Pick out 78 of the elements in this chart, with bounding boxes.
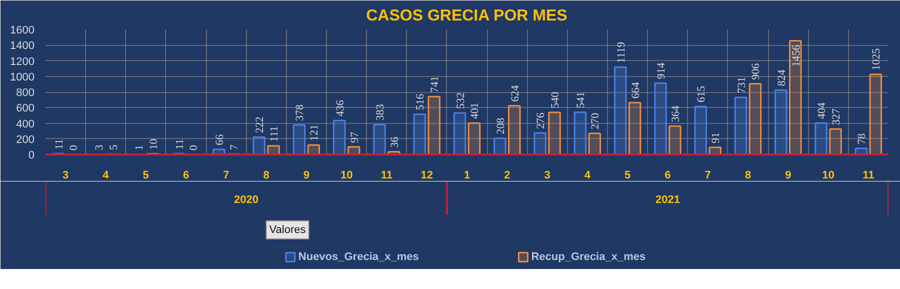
data-label: 516	[414, 93, 427, 110]
y-tick-label: 1000	[10, 71, 35, 84]
data-label: 327	[830, 108, 843, 125]
data-label: 541	[575, 92, 588, 108]
data-label: 364	[670, 105, 682, 122]
data-label: 11	[174, 139, 186, 150]
data-label: 121	[308, 124, 321, 142]
y-tick-label: 1600	[10, 24, 35, 36]
data-label: 436	[334, 99, 346, 116]
text: Valores	[269, 224, 306, 236]
data-label: 824	[776, 69, 788, 86]
data-label: 276	[535, 112, 548, 129]
data-label: 664	[630, 82, 642, 99]
x-tick-label: 10	[340, 170, 353, 182]
data-label: 741	[429, 76, 442, 93]
data-label: 914	[655, 62, 668, 80]
x-tick-label: 7	[223, 170, 230, 182]
data-label: 270	[590, 112, 602, 130]
y-tick-label: 1400	[10, 40, 35, 52]
x-tick-label: 6	[664, 170, 671, 182]
y-tick-label: 400	[16, 118, 35, 130]
x-tick-label: 4	[102, 170, 110, 182]
data-label: 10	[148, 138, 160, 150]
data-label: 0	[188, 144, 200, 150]
data-label: 1119	[615, 41, 628, 64]
x-tick-label: 9	[785, 170, 792, 182]
text: 2020	[234, 194, 258, 206]
data-label: 1456	[790, 44, 802, 67]
data-label: 0	[68, 144, 80, 150]
data-label: 5	[108, 144, 120, 150]
text: 2021	[655, 194, 680, 206]
x-tick-label: 8	[263, 170, 270, 182]
x-tick-label: 4	[584, 170, 592, 182]
data-label: 906	[750, 62, 762, 80]
x-tick-label: 5	[624, 170, 631, 182]
data-label: 731	[736, 76, 748, 94]
data-label: 111	[268, 126, 281, 142]
data-label: 1025	[870, 48, 883, 70]
data-label: 401	[469, 102, 482, 120]
legend-label: Nuevos_Grecia_x_mes	[298, 251, 419, 264]
x-tick-label: 11	[862, 170, 874, 182]
data-label: 36	[388, 136, 401, 148]
data-label: 222	[254, 116, 266, 134]
data-label: 624	[509, 84, 522, 102]
chart-title: CASOS GRECIA POR MES	[366, 8, 568, 24]
x-tick-label: 3	[62, 170, 69, 182]
data-label: 378	[294, 104, 306, 121]
data-label: 615	[696, 85, 708, 102]
data-label: 208	[494, 117, 507, 134]
x-tick-label: 3	[544, 170, 550, 182]
data-label: 404	[816, 102, 828, 119]
y-tick-label: 1200	[10, 56, 35, 68]
data-label: 11	[53, 139, 66, 150]
x-tick-label: 1	[464, 170, 470, 182]
x-tick-label: 7	[704, 170, 711, 182]
x-tick-label: 12	[420, 170, 433, 182]
x-tick-label: 10	[822, 170, 834, 182]
data-label: 532	[454, 92, 467, 109]
legend-label: Recup_Grecia_x_mes	[531, 251, 646, 264]
y-tick-label: 200	[16, 134, 35, 146]
x-tick-label: 6	[182, 170, 190, 182]
data-label: 7	[228, 144, 240, 150]
x-tick-label: 9	[303, 170, 310, 182]
y-tick-label: 0	[28, 150, 35, 162]
x-tick-label: 11	[380, 170, 393, 182]
data-label: 97	[348, 131, 361, 143]
data-label: 383	[374, 104, 386, 121]
y-tick-label: 800	[16, 87, 35, 99]
x-tick-label: 5	[142, 170, 149, 182]
y-tick-label: 600	[16, 102, 35, 115]
data-label: 78	[856, 132, 868, 144]
data-label: 540	[550, 91, 562, 108]
x-tick-label: 8	[744, 170, 752, 182]
x-tick-label: 2	[504, 170, 510, 182]
data-label: 66	[214, 134, 226, 146]
data-label: 91	[710, 132, 722, 144]
data-label: 3	[93, 144, 106, 150]
data-label: 1	[134, 144, 146, 150]
